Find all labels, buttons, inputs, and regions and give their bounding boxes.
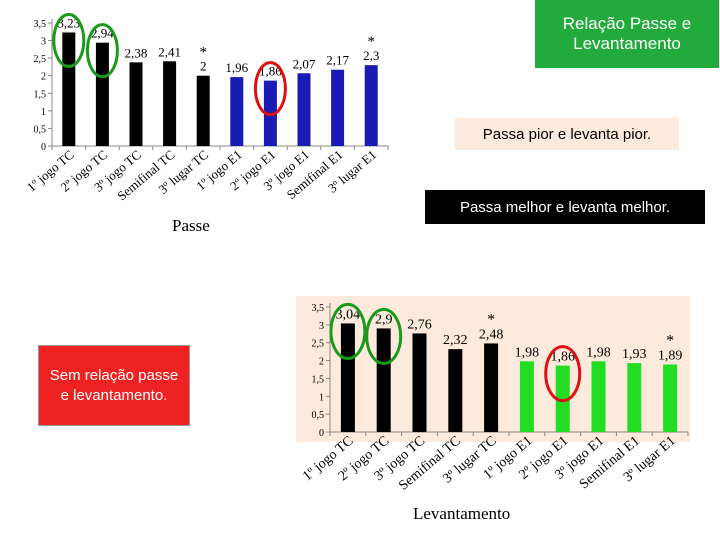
data-label: 2,76 [407, 317, 432, 332]
bar [230, 77, 244, 146]
y-tick-label: 2,5 [34, 54, 47, 65]
bar [484, 343, 499, 432]
data-label: 1,89 [658, 349, 683, 364]
y-tick-label: 3,5 [34, 19, 47, 30]
y-tick-label: 1 [319, 392, 324, 403]
bar [591, 361, 606, 432]
data-label: 1,93 [622, 347, 647, 362]
data-label: 2 [200, 59, 207, 74]
y-tick-label: 3 [41, 37, 46, 48]
data-label: 3,23 [57, 15, 80, 30]
y-tick-label: 0 [41, 142, 46, 153]
bar [62, 32, 76, 146]
bar [340, 323, 355, 432]
data-label: 2,32 [443, 333, 468, 348]
bar [555, 365, 570, 432]
y-tick-label: 2 [41, 72, 46, 83]
bar [412, 333, 427, 432]
data-label: 1,98 [586, 345, 611, 360]
note-no-relation: Sem relação passe e levantamento. [38, 345, 190, 426]
bar [129, 62, 143, 146]
bar [196, 75, 210, 146]
significance-star: * [487, 311, 495, 328]
highlight-red-ellipse [253, 61, 287, 117]
bar [519, 361, 534, 432]
highlight-green-ellipse [85, 23, 119, 79]
bar [376, 328, 391, 432]
data-label: 3,04 [336, 307, 361, 322]
highlight-red-ellipse [544, 345, 582, 403]
data-label: 1,86 [550, 350, 575, 365]
data-label: 1,86 [259, 64, 282, 79]
bar [448, 349, 463, 432]
bar [663, 364, 678, 432]
y-tick-label: 3 [319, 321, 324, 332]
y-tick-label: 3,5 [312, 303, 325, 314]
y-tick-label: 1,5 [312, 374, 325, 385]
note-worse: Passa pior e levanta pior. [455, 118, 679, 150]
highlight-green-ellipse [365, 307, 403, 365]
data-label: 2,3 [363, 48, 379, 63]
data-label: 2,41 [158, 44, 181, 59]
bar [364, 65, 378, 146]
y-tick-label: 1 [41, 107, 46, 118]
note-better: Passa melhor e levanta melhor. [425, 190, 705, 224]
data-label: 2,9 [375, 312, 393, 327]
bar [331, 69, 345, 146]
data-label: 2,17 [326, 53, 349, 68]
data-label: 2,07 [293, 56, 316, 71]
data-label: 1,96 [225, 60, 248, 75]
data-label: 2,94 [91, 26, 114, 41]
data-label: 2,48 [479, 327, 504, 342]
y-tick-label: 0,5 [312, 410, 325, 421]
y-tick-label: 1,5 [34, 89, 47, 100]
data-label: 2,38 [125, 45, 148, 60]
bar [95, 42, 109, 146]
data-label: 1,98 [515, 345, 540, 360]
title-box: Relação Passe e Levantamento [535, 0, 719, 68]
significance-star: * [199, 45, 207, 61]
y-tick-label: 2,5 [312, 339, 325, 350]
significance-star: * [367, 34, 375, 50]
y-tick-label: 0 [319, 428, 324, 439]
bar [297, 73, 311, 146]
y-tick-label: 2 [319, 357, 324, 368]
passe-axis-label: Passe [172, 216, 210, 235]
y-tick-label: 0,5 [34, 124, 47, 135]
significance-star: * [666, 333, 674, 350]
bar [627, 363, 642, 432]
bar [163, 61, 177, 147]
levantamento-axis-label: Levantamento [413, 504, 511, 523]
highlight-green-ellipse [329, 302, 367, 360]
highlight-green-ellipse [52, 12, 86, 68]
